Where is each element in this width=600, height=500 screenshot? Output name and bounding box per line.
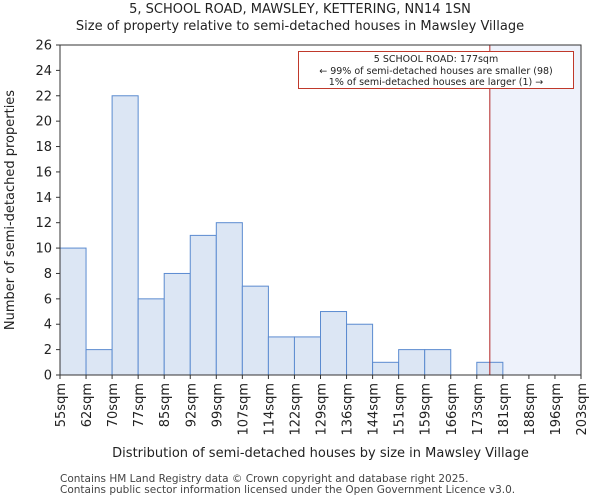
x-tick-label: 99sqm bbox=[210, 383, 225, 427]
x-tick-label: 70sqm bbox=[106, 383, 121, 427]
x-tick-label: 136sqm bbox=[341, 383, 356, 436]
y-tick-label: 26 bbox=[35, 39, 52, 54]
x-tick-label: 114sqm bbox=[262, 383, 277, 436]
y-tick-label: 14 bbox=[35, 191, 52, 206]
y-tick-label: 4 bbox=[44, 318, 52, 333]
bar bbox=[163, 272, 191, 376]
x-tick-label: 122sqm bbox=[288, 383, 303, 436]
bar bbox=[320, 311, 348, 376]
bar bbox=[85, 349, 113, 376]
chart-subtitle: Size of property relative to semi-detach… bbox=[75, 19, 525, 34]
bar bbox=[189, 234, 217, 376]
y-axis-label: Number of semi-detached properties bbox=[3, 90, 18, 330]
x-tick-label: 159sqm bbox=[419, 383, 434, 436]
y-tick-label: 6 bbox=[44, 292, 52, 307]
bar bbox=[293, 336, 322, 376]
bar bbox=[424, 349, 452, 376]
x-tick-label: 129sqm bbox=[315, 383, 330, 436]
y-tick-label: 20 bbox=[35, 115, 52, 130]
x-tick-label: 151sqm bbox=[393, 383, 408, 436]
x-tick-label: 92sqm bbox=[184, 383, 199, 427]
bar bbox=[111, 95, 139, 376]
x-tick-label: 144sqm bbox=[367, 383, 382, 436]
y-tick-label: 18 bbox=[35, 140, 52, 155]
y-tick-label: 10 bbox=[35, 242, 52, 257]
bar bbox=[241, 285, 269, 376]
x-tick-label: 62sqm bbox=[80, 383, 95, 427]
footer-licence: Contains public sector information licen… bbox=[60, 484, 516, 496]
annotation-line-3: 1% of semi-detached houses are larger (1… bbox=[328, 77, 544, 88]
x-tick-label: 203sqm bbox=[575, 383, 590, 436]
y-tick-label: 8 bbox=[44, 267, 52, 282]
annotation-line-1: 5 SCHOOL ROAD: 177sqm bbox=[373, 54, 499, 65]
x-tick-label: 77sqm bbox=[132, 383, 147, 427]
y-tick-label: 16 bbox=[35, 165, 52, 180]
annotation-line-2: ← 99% of semi-detached houses are smalle… bbox=[319, 65, 553, 77]
x-tick-label: 166sqm bbox=[445, 383, 460, 436]
y-tick-label: 12 bbox=[35, 216, 52, 231]
bar bbox=[346, 323, 374, 376]
x-tick-label: 196sqm bbox=[549, 383, 564, 436]
annotation-box: 5 SCHOOL ROAD: 177sqm ← 99% of semi-deta… bbox=[298, 51, 574, 89]
footer-copyright: Contains HM Land Registry data © Crown c… bbox=[60, 473, 469, 485]
x-axis-label: Distribution of semi-detached houses by … bbox=[112, 446, 529, 461]
bar bbox=[267, 336, 295, 376]
y-tick-label: 22 bbox=[35, 89, 52, 104]
bar bbox=[137, 298, 165, 376]
y-tick-label: 24 bbox=[35, 64, 52, 79]
bar bbox=[398, 349, 426, 376]
bar bbox=[59, 247, 87, 376]
x-tick-label: 181sqm bbox=[497, 383, 512, 436]
chart-title: 5, SCHOOL ROAD, MAWSLEY, KETTERING, NN14… bbox=[129, 2, 471, 17]
bar bbox=[372, 361, 400, 376]
x-tick-label: 173sqm bbox=[471, 383, 486, 436]
x-tick-label: 85sqm bbox=[158, 383, 173, 427]
bar bbox=[215, 222, 243, 376]
x-tick-label: 55sqm bbox=[54, 383, 69, 427]
y-tick-label: 0 bbox=[44, 369, 52, 384]
highlight-region bbox=[489, 45, 581, 375]
x-tick-label: 107sqm bbox=[236, 383, 251, 436]
x-tick-label: 188sqm bbox=[523, 383, 538, 436]
y-tick-label: 2 bbox=[44, 343, 52, 358]
